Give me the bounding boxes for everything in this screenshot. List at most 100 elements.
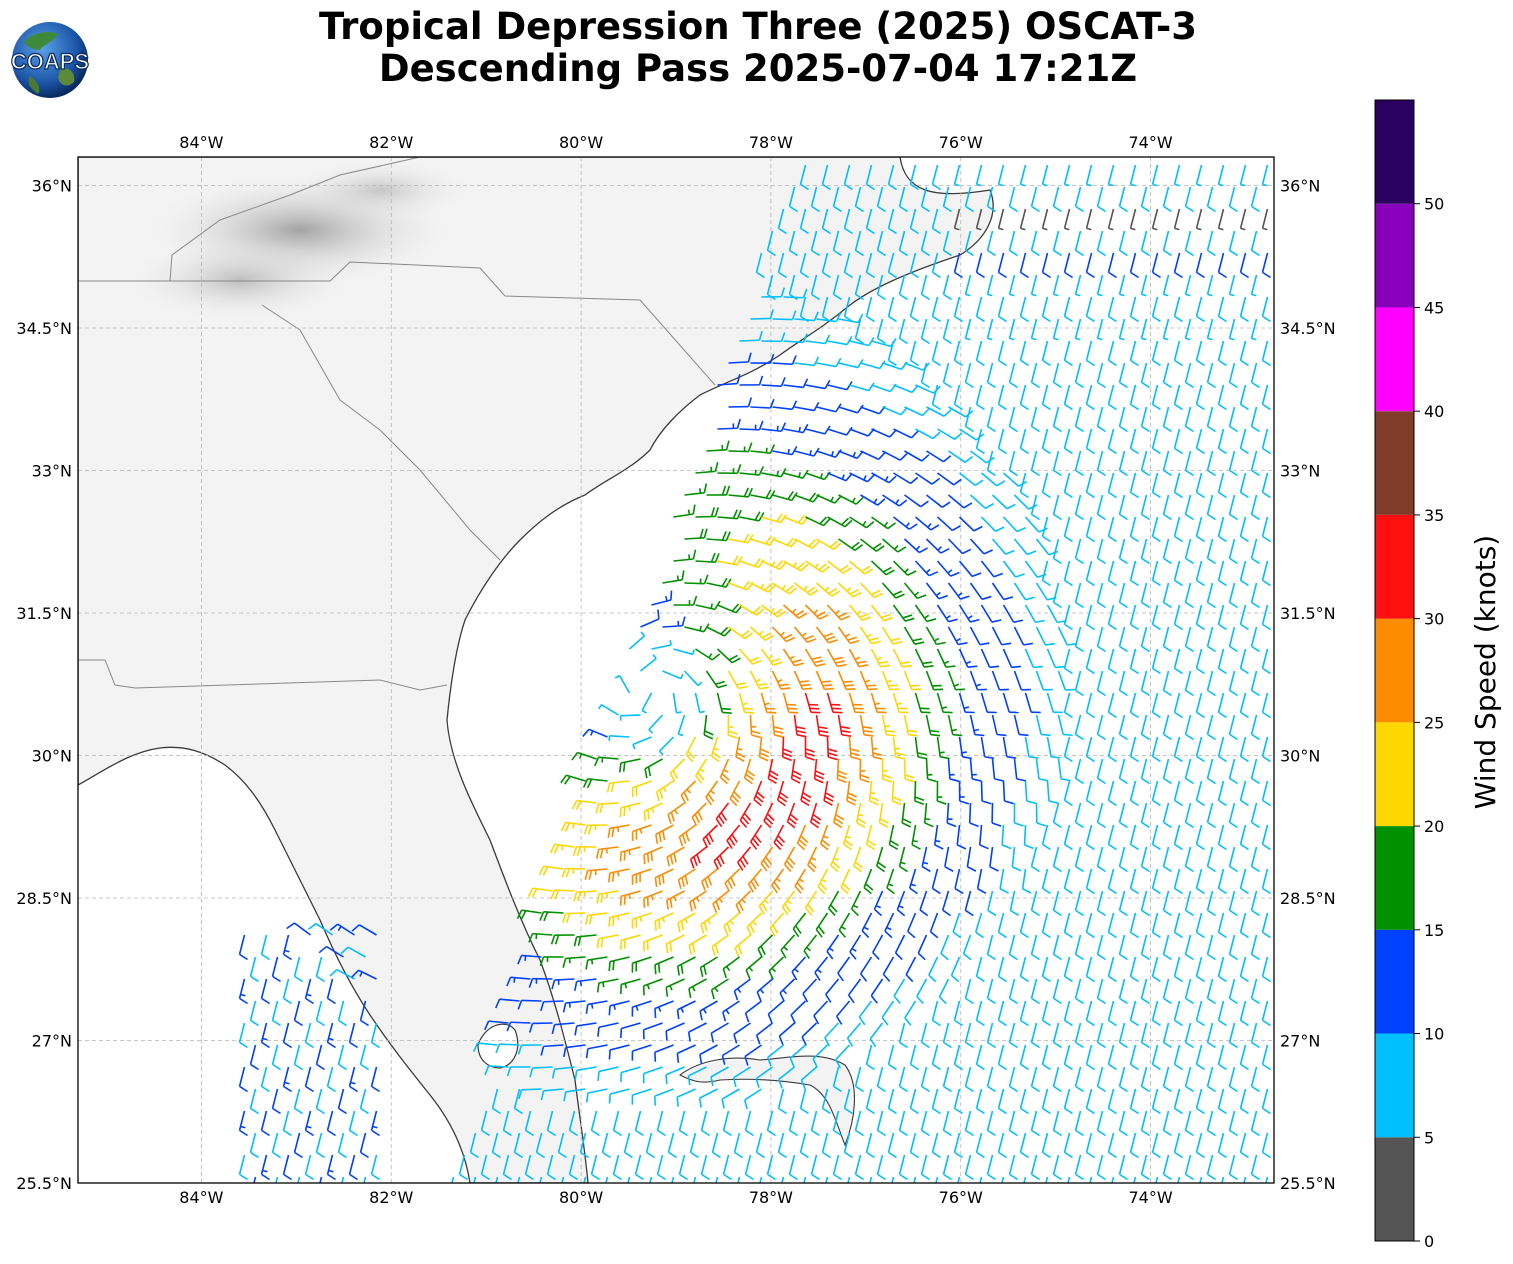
wind-barb [1118, 890, 1128, 917]
barb-staff [953, 1044, 961, 1065]
barb-staff [1009, 890, 1016, 911]
barb-staff [849, 384, 869, 392]
barb-feather [921, 249, 930, 257]
wind-barb [655, 824, 674, 844]
barb-feather [1163, 645, 1172, 653]
wind-barb [506, 1066, 531, 1077]
barb-half-feather [965, 337, 971, 341]
barb-half-feather [945, 614, 951, 620]
wind-barb [1173, 296, 1183, 323]
wind-barb [1250, 538, 1260, 565]
wind-barb [1228, 714, 1238, 741]
barb-staff [477, 1042, 498, 1046]
lat-tick-label: 36°N [32, 177, 72, 196]
barb-staff [772, 362, 793, 366]
barb-staff [1074, 230, 1082, 251]
barb-feather [777, 835, 786, 844]
barb-staff [710, 1022, 729, 1034]
wind-barb [706, 577, 732, 588]
barb-half-feather [1196, 227, 1202, 231]
barb-feather [699, 1054, 703, 1064]
barb-staff [1002, 780, 1006, 802]
barb-feather [597, 1027, 600, 1037]
wind-barb [794, 356, 820, 367]
wind-barb [1118, 274, 1126, 297]
wind-barb [1085, 472, 1095, 499]
barb-feather [841, 733, 852, 738]
wind-barb [826, 934, 840, 960]
barb-staff [1261, 956, 1269, 977]
barb-feather [769, 444, 776, 454]
barb-staff [909, 1088, 917, 1109]
wind-barb [1063, 648, 1073, 675]
wind-barb [304, 1066, 314, 1093]
barb-staff [337, 1044, 345, 1065]
barb-feather [662, 830, 666, 841]
barb-staff [1096, 494, 1104, 515]
wind-barb [870, 978, 884, 1004]
wind-barb [782, 604, 808, 619]
barb-feather [976, 975, 985, 983]
barb-staff [568, 1154, 576, 1175]
wind-barb [595, 846, 619, 859]
barb-staff [783, 296, 804, 299]
barb-feather [1163, 777, 1172, 785]
barb-staff [909, 1044, 917, 1065]
wind-barb [920, 318, 930, 345]
barb-staff [1173, 956, 1181, 977]
wind-barb [1206, 230, 1216, 257]
wind-barb [1206, 538, 1216, 565]
barb-staff [1013, 582, 1027, 601]
wind-barb [1008, 1154, 1018, 1181]
wind-barb [1030, 978, 1040, 1005]
barb-feather [744, 1012, 750, 1023]
wind-barb [865, 1088, 875, 1115]
barb-staff [1063, 780, 1071, 801]
barb-feather [1130, 931, 1139, 939]
barb-feather [976, 1151, 985, 1159]
barb-staff [800, 1066, 818, 1081]
barb-staff [1206, 978, 1214, 999]
wind-barb [1151, 868, 1161, 895]
barb-feather [985, 502, 995, 510]
wind-barb [1096, 186, 1106, 213]
wind-barb [282, 1066, 292, 1093]
barb-staff [1239, 1044, 1247, 1065]
wind-barb [816, 538, 842, 551]
barb-feather [762, 859, 770, 869]
wind-barb [813, 1000, 829, 1025]
wind-barb [315, 1000, 325, 1027]
barb-feather [654, 964, 657, 975]
barb-staff [914, 516, 932, 531]
barb-staff [1118, 714, 1126, 735]
wind-barb [1250, 1066, 1260, 1093]
barb-staff [1129, 736, 1137, 757]
barb-feather [1020, 931, 1029, 939]
wind-barb [772, 582, 798, 595]
barb-feather [908, 523, 918, 530]
barb-half-feather [852, 451, 856, 458]
barb-staff [1250, 1022, 1258, 1043]
wind-barb [719, 758, 730, 785]
barb-feather [921, 865, 931, 873]
wind-barb [1118, 230, 1128, 257]
wind-barb [1250, 406, 1260, 433]
wind-barb [700, 1110, 710, 1137]
barb-feather [1141, 1085, 1150, 1093]
wind-barb [788, 1110, 798, 1137]
wind-barb [881, 670, 900, 691]
barb-feather [721, 485, 727, 496]
wind-barb [947, 714, 963, 737]
wind-barb [959, 472, 984, 487]
wind-barb [805, 334, 831, 345]
barb-staff [881, 538, 899, 553]
wind-barb [887, 296, 897, 323]
wind-barb [687, 1066, 707, 1086]
wind-barb [721, 1044, 740, 1065]
wind-barb [1184, 406, 1194, 433]
barb-feather [1097, 953, 1106, 961]
barb-feather [868, 382, 875, 392]
wind-barb [761, 332, 786, 343]
wind-barb [1030, 934, 1040, 961]
wind-barb [739, 420, 764, 431]
